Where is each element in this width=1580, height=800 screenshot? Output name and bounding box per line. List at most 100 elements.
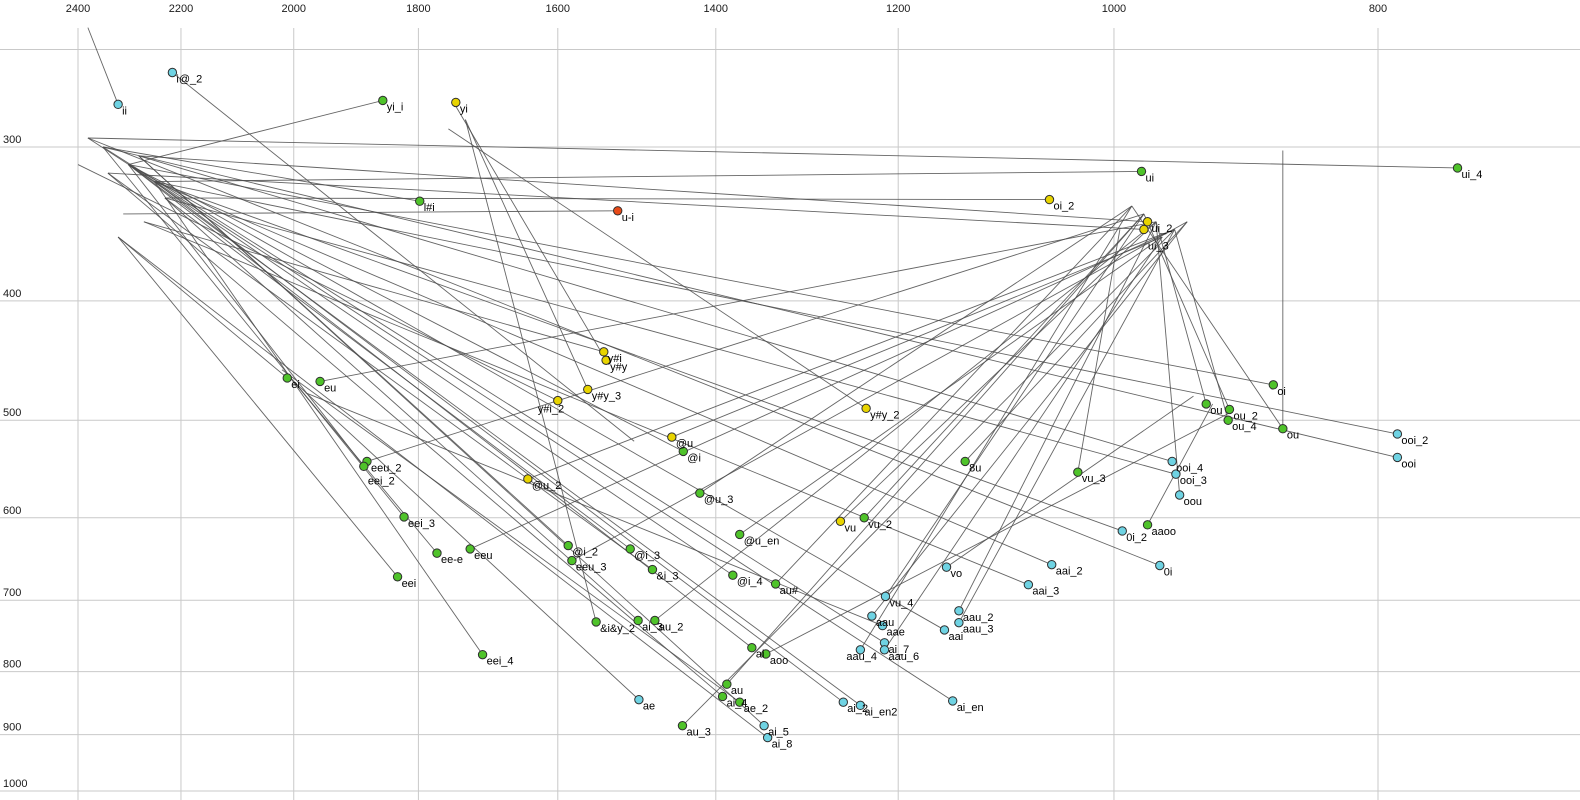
point-eeu_3[interactable] [567,555,577,566]
point-ooi_4[interactable] [1167,456,1177,467]
point-ai_4[interactable] [717,691,728,702]
point-ou[interactable] [1201,399,1211,409]
point-aae[interactable] [877,620,888,631]
point-y#y_2[interactable] [861,403,871,414]
point-ai_3[interactable] [633,615,643,626]
point-vu_4[interactable] [880,591,891,602]
point-i@_2[interactable] [167,67,178,78]
trajectory-line [154,170,1142,182]
point-eei_3[interactable] [399,512,409,522]
point-ae_2[interactable] [735,697,745,707]
point-ui_4[interactable] [1452,163,1463,173]
point-&i&y_2[interactable] [591,617,601,627]
point-eu[interactable] [315,376,325,387]
point-label: ai_7 [888,644,909,656]
point-0i_2[interactable] [1117,526,1127,536]
point-au[interactable] [722,679,732,689]
point-au_3[interactable] [677,720,688,731]
point-@u[interactable] [667,432,677,442]
point-ooi[interactable] [1392,452,1403,463]
point-label: oi [1277,386,1286,398]
point-eei_4[interactable] [477,649,488,660]
trajectory-line [153,181,483,655]
point-ou_2[interactable] [1224,404,1235,415]
point-l#i[interactable] [415,196,425,206]
point-ai_5[interactable] [759,720,769,731]
x-tick-label: 1600 [546,3,570,15]
point-ui_3[interactable] [1139,224,1149,235]
point-label: vo [951,568,963,580]
point-aai_2[interactable] [1047,559,1057,570]
point-label: ii [122,105,127,117]
point-vu_3[interactable] [1073,467,1083,477]
point-y#y_3[interactable] [583,384,593,395]
point-oi[interactable] [1268,380,1279,390]
point-oou[interactable] [1174,490,1185,500]
point-aai[interactable] [939,625,950,635]
point-y#y[interactable] [601,355,611,366]
point-8u[interactable] [960,456,970,467]
point-label: eei_2 [368,475,395,487]
point-y#i[interactable] [599,347,609,357]
point-ooi_3[interactable] [1171,469,1181,479]
trajectory-line [128,164,753,649]
point-yi[interactable] [451,97,461,108]
point-eei[interactable] [392,572,403,582]
point-label: &i_3 [656,571,678,583]
point-vu_2[interactable] [859,513,869,523]
point-ai_8[interactable] [762,732,773,743]
point-vo[interactable] [941,562,952,572]
point-@i_3[interactable] [625,544,635,554]
point-ou[interactable] [1278,424,1288,434]
point-eeu[interactable] [465,544,475,554]
trajectory-line [128,164,1274,386]
point-ui[interactable] [1136,166,1147,177]
point-@u_2[interactable] [523,474,533,484]
point-&i_3[interactable] [647,564,658,575]
point-aau_3[interactable] [954,617,964,628]
point-@i_2[interactable] [563,540,573,551]
point-ai_en2[interactable] [855,700,866,711]
point-aau[interactable] [867,611,877,621]
point-yi_i[interactable] [378,95,388,106]
point-@u_en[interactable] [735,529,745,540]
point-aai_3[interactable] [1023,580,1034,590]
point-aoo[interactable] [761,649,771,659]
point-ooi_2[interactable] [1392,429,1403,439]
point-oi_2[interactable] [1044,194,1055,205]
point-y#i_2[interactable] [553,395,563,406]
point-aau_2[interactable] [954,606,964,616]
trajectory-line [305,392,883,627]
point-ou_4[interactable] [1223,415,1233,425]
point-aaoo[interactable] [1142,520,1153,530]
point-ee-e[interactable] [432,548,442,558]
point-ui_2[interactable] [1142,217,1153,227]
point-eei_2[interactable] [359,461,369,472]
point-label: aau_4 [846,651,877,663]
point-label: ooi_3 [1180,475,1207,487]
point-label: ui [1145,172,1154,184]
point-ai_en[interactable] [947,696,958,706]
point-au#[interactable] [770,579,781,589]
point-ai[interactable] [747,643,757,653]
point-@u_3[interactable] [695,488,705,498]
point-label: aai_2 [1056,566,1083,578]
x-tick-label: 2000 [282,3,306,15]
point-ei[interactable] [282,373,292,383]
point-vu[interactable] [835,516,846,527]
point-aau_4[interactable] [855,645,866,655]
point-@i[interactable] [678,446,688,457]
point-label: aai [948,631,963,643]
point-aau_6[interactable] [879,645,890,655]
point-ai_2[interactable] [838,697,848,707]
point-label: au_3 [686,727,710,739]
point-label: i@_2 [176,74,202,86]
point-u-i[interactable] [613,206,623,216]
point-0i[interactable] [1155,560,1165,571]
point-au_2[interactable] [650,615,660,626]
trajectory-line [1155,221,1207,405]
point-ae[interactable] [634,694,644,705]
point-ii[interactable] [113,99,123,110]
point-label: eeu_3 [576,562,607,574]
point-@i_4[interactable] [728,570,738,580]
